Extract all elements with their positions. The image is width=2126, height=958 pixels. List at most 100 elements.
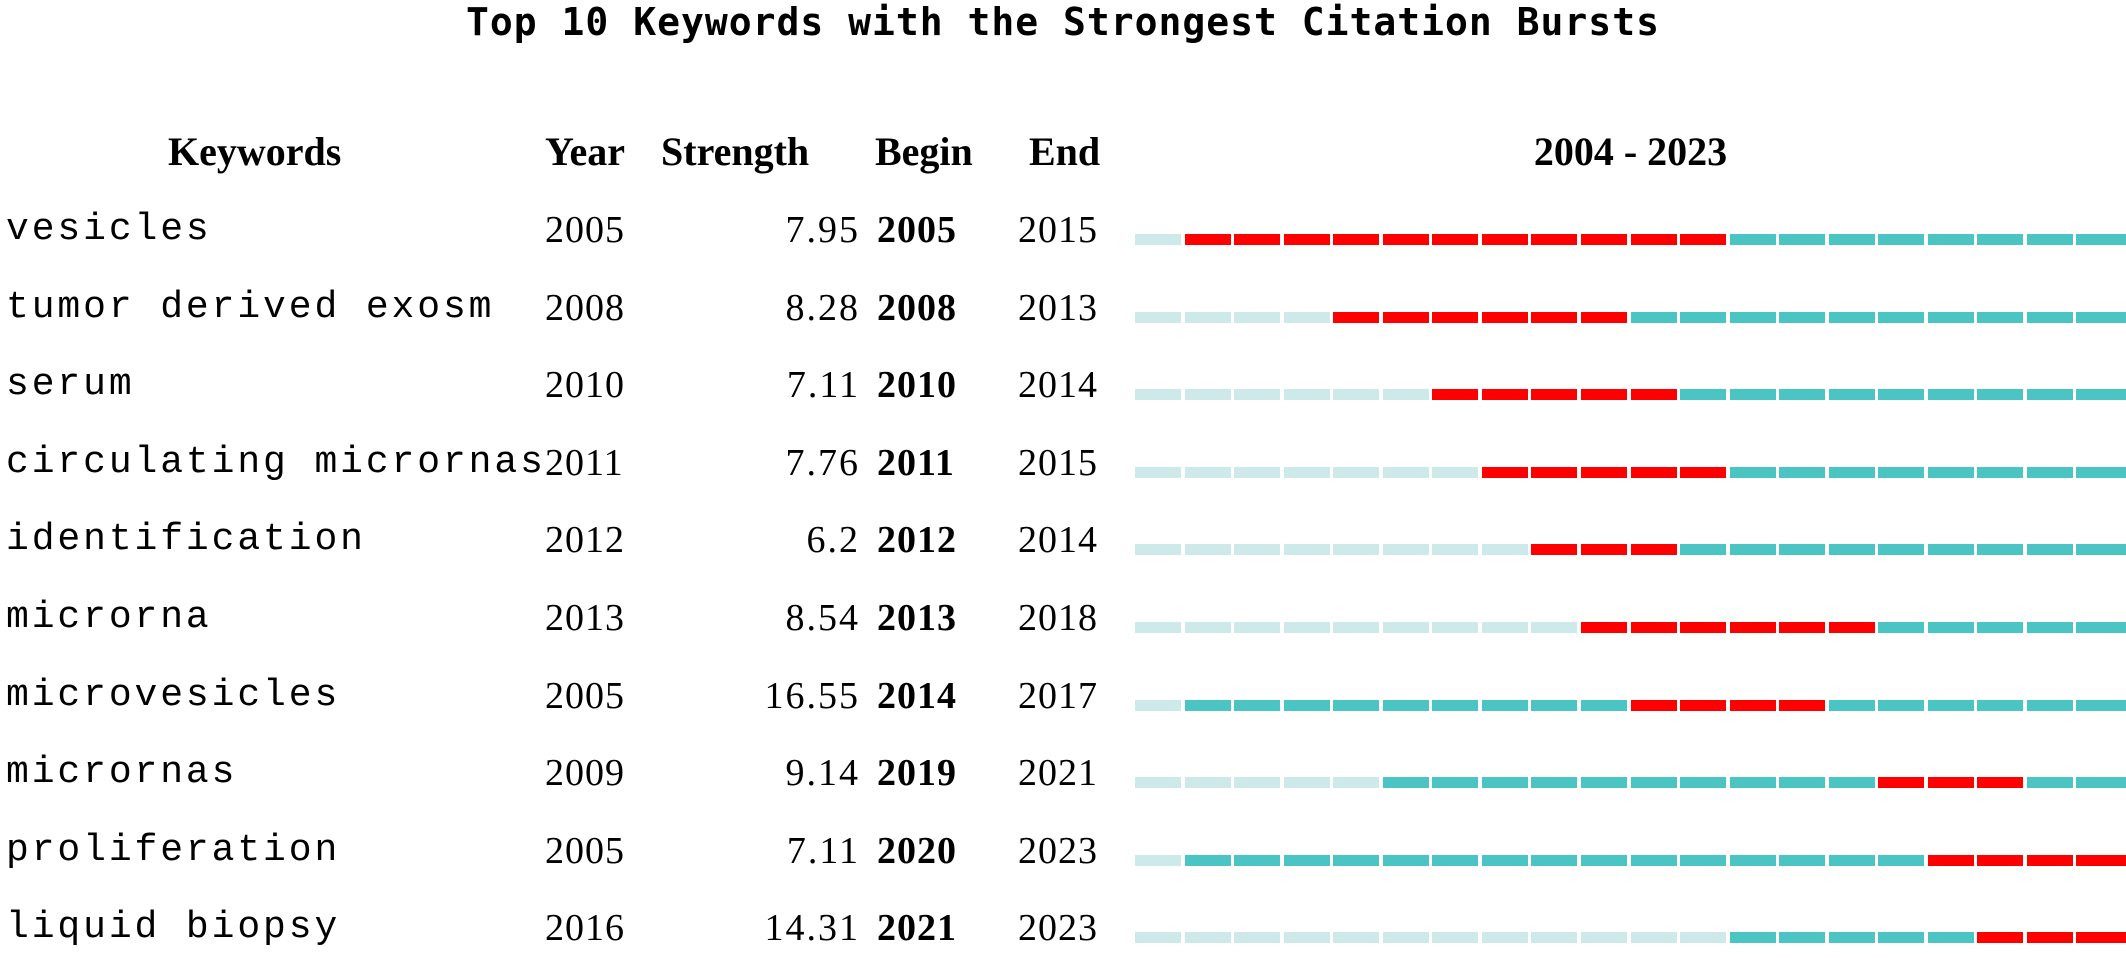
active-segment <box>1977 234 2024 245</box>
active-segment <box>1977 544 2024 556</box>
active-segment <box>2026 389 2073 401</box>
active-segment <box>1333 854 1380 866</box>
active-segment <box>1779 777 1826 789</box>
end-cell: 2014 <box>1018 364 1098 407</box>
table-row: micrornas 2009 9.14 2019 2021 <box>0 743 2126 803</box>
active-segment <box>1481 854 1528 866</box>
inactive-segment <box>1382 622 1429 633</box>
active-segment <box>1680 854 1727 866</box>
active-segment <box>1828 466 1875 478</box>
burst-segment <box>1680 622 1727 633</box>
burst-segment <box>1927 854 1974 866</box>
inactive-segment <box>1283 466 1330 478</box>
active-segment <box>1729 777 1776 789</box>
active-segment <box>1828 544 1875 556</box>
inactive-segment <box>1333 777 1380 789</box>
active-segment <box>2076 311 2126 323</box>
burst-segment <box>1580 234 1627 245</box>
table-row: identification 2012 6.2 2012 2014 <box>0 510 2126 570</box>
keyword-cell: liquid biopsy <box>6 906 341 950</box>
column-header-begin: Begin <box>875 129 973 174</box>
keyword-cell: identification <box>6 518 366 562</box>
active-segment <box>2076 622 2126 633</box>
active-segment <box>2026 699 2073 711</box>
inactive-segment <box>1184 622 1231 633</box>
inactive-segment <box>1283 389 1330 401</box>
active-segment <box>1729 311 1776 323</box>
burst-segment <box>2026 932 2073 944</box>
active-segment <box>1283 699 1330 711</box>
active-segment <box>2076 234 2126 245</box>
inactive-segment <box>1234 544 1281 556</box>
burst-segment <box>1680 234 1727 245</box>
active-segment <box>1481 699 1528 711</box>
burst-segment <box>1531 544 1578 556</box>
burst-timeline <box>1135 588 2126 648</box>
active-segment <box>1878 544 1925 556</box>
end-cell: 2023 <box>1018 907 1098 950</box>
active-segment <box>1927 932 1974 944</box>
burst-timeline <box>1135 821 2126 881</box>
inactive-segment <box>1234 622 1281 633</box>
keyword-cell: microvesicles <box>6 673 341 717</box>
column-header-strength: Strength <box>661 129 810 174</box>
active-segment <box>1828 777 1875 789</box>
inactive-segment <box>1531 622 1578 633</box>
end-cell: 2014 <box>1018 519 1098 562</box>
burst-segment <box>1333 234 1380 245</box>
active-segment <box>1630 854 1677 866</box>
end-cell: 2015 <box>1018 441 1098 484</box>
keyword-cell: micrornas <box>6 751 238 795</box>
keyword-cell: proliferation <box>6 828 341 872</box>
active-segment <box>1234 854 1281 866</box>
year-cell: 2005 <box>545 674 625 717</box>
active-segment <box>1382 854 1429 866</box>
active-segment <box>1630 777 1677 789</box>
keyword-cell: tumor derived exosm <box>6 285 495 329</box>
begin-cell: 2021 <box>877 907 957 950</box>
active-segment <box>1531 699 1578 711</box>
year-cell: 2012 <box>545 519 625 562</box>
active-segment <box>1927 311 1974 323</box>
burst-segment <box>1531 466 1578 478</box>
active-segment <box>1779 234 1826 245</box>
active-segment <box>2026 544 2073 556</box>
column-header-keywords: Keywords <box>168 129 342 174</box>
inactive-segment <box>1333 622 1380 633</box>
strength-cell: 8.28 <box>785 286 860 329</box>
active-segment <box>1927 544 1974 556</box>
inactive-segment <box>1135 777 1182 789</box>
active-segment <box>1977 699 2024 711</box>
active-segment <box>1977 311 2024 323</box>
active-segment <box>2076 466 2126 478</box>
active-segment <box>1828 699 1875 711</box>
burst-segment <box>1432 389 1479 401</box>
table-row: vesicles 2005 7.95 2005 2015 <box>0 200 2126 260</box>
active-segment <box>1828 854 1875 866</box>
burst-segment <box>1729 699 1776 711</box>
active-segment <box>1580 777 1627 789</box>
strength-cell: 7.95 <box>785 209 860 251</box>
active-segment <box>1977 389 2024 401</box>
active-segment <box>1927 466 1974 478</box>
active-segment <box>1680 389 1727 401</box>
end-cell: 2013 <box>1018 286 1098 329</box>
active-segment <box>2026 777 2073 789</box>
active-segment <box>1878 932 1925 944</box>
begin-cell: 2008 <box>877 286 957 329</box>
active-segment <box>1580 854 1627 866</box>
burst-segment <box>1630 544 1677 556</box>
burst-segment <box>1680 466 1727 478</box>
active-segment <box>1927 234 1974 245</box>
burst-timeline <box>1135 510 2126 570</box>
begin-cell: 2020 <box>877 829 957 872</box>
active-segment <box>1729 389 1776 401</box>
burst-segment <box>1729 622 1776 633</box>
inactive-segment <box>1382 932 1429 944</box>
active-segment <box>1432 699 1479 711</box>
strength-cell: 7.11 <box>786 364 860 407</box>
inactive-segment <box>1184 544 1231 556</box>
begin-cell: 2010 <box>877 364 957 407</box>
inactive-segment <box>1382 544 1429 556</box>
active-segment <box>2076 777 2126 789</box>
